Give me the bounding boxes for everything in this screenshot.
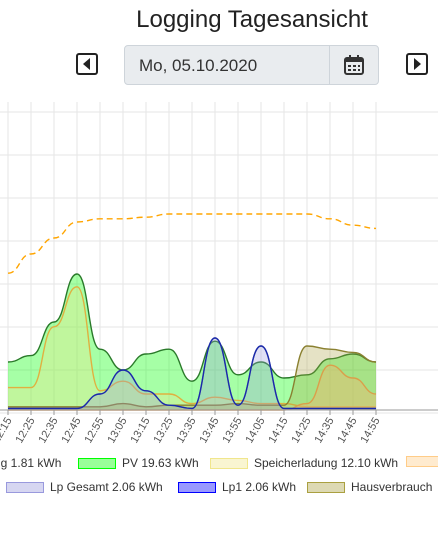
legend-item[interactable]: Hausverbrauch (307, 480, 432, 494)
x-tick-label: 13:15 (128, 416, 152, 446)
legend-item[interactable]: ng 1.81 kWh (0, 456, 61, 470)
legend-item[interactable]: Lp Gesamt 2.06 kWh (6, 480, 163, 494)
chart-legend: ng 1.81 kWh PV 19.63 kWh Speicherladung 12… (0, 453, 438, 503)
prev-day-button[interactable] (76, 53, 98, 75)
legend-label: Speicherladung 12.10 kWh (254, 456, 399, 470)
legend-swatch (210, 457, 248, 469)
calendar-button[interactable] (329, 45, 378, 85)
x-tick-label: 13:35 (174, 416, 198, 446)
legend-swatch (406, 456, 438, 467)
series-line-soc (7, 213, 377, 274)
x-tick-label: 12:25 (13, 416, 37, 446)
x-tick-label: 14:05 (243, 416, 267, 446)
x-tick-label: 12:55 (82, 416, 106, 446)
legend-item[interactable]: Lp1 2.06 kWh (178, 480, 296, 494)
x-tick-label: 12:15 (0, 416, 15, 446)
series-line-lp1 (7, 337, 376, 410)
legend-swatch (178, 481, 216, 493)
series-area-pv (8, 274, 376, 410)
legend-label: PV 19.63 kWh (122, 456, 199, 470)
legend-swatch (6, 481, 44, 493)
legend-item[interactable]: Speicherladung 12.10 kWh (210, 456, 398, 470)
x-tick-label: 14:45 (335, 416, 359, 446)
legend-label: Lp Gesamt 2.06 kWh (50, 480, 163, 494)
legend-swatch (307, 481, 345, 493)
x-tick-label: 14:25 (289, 416, 313, 446)
logging-chart: 12:1512:2512:3512:4512:5513:0513:1513:25… (0, 102, 438, 446)
series-line-hausverbrauch (8, 345, 377, 408)
series-line-pv (7, 273, 377, 382)
legend-swatch (78, 457, 116, 469)
x-tick-label: 13:45 (197, 416, 221, 446)
x-tick-label: 14:35 (312, 416, 336, 446)
date-field[interactable]: Mo, 05.10.2020 (139, 56, 258, 75)
page-title: Logging Tagesansicht (136, 6, 368, 33)
legend-item[interactable] (406, 456, 438, 467)
caret-right-icon (414, 58, 421, 70)
legend-label: Lp1 2.06 kWh (222, 480, 297, 494)
legend-item[interactable]: PV 19.63 kWh (78, 456, 199, 470)
legend-label: Hausverbrauch (351, 480, 433, 494)
next-day-button[interactable] (406, 53, 428, 75)
x-tick-label: 13:55 (220, 416, 244, 446)
date-picker[interactable]: Mo, 05.10.2020 (124, 45, 379, 85)
series-area-speicherladung (8, 286, 376, 410)
calendar-icon (344, 55, 364, 75)
x-tick-label: 13:05 (105, 416, 129, 446)
x-tick-label: 12:35 (36, 416, 60, 446)
legend-label: ng 1.81 kWh (0, 456, 62, 470)
caret-left-icon (83, 58, 90, 70)
x-tick-label: 13:25 (151, 416, 175, 446)
x-tick-label: 12:45 (59, 416, 83, 446)
x-tick-label: 14:15 (266, 416, 290, 446)
x-tick-label: 14:55 (358, 416, 382, 446)
series-area-hausverbrauch (8, 346, 376, 410)
